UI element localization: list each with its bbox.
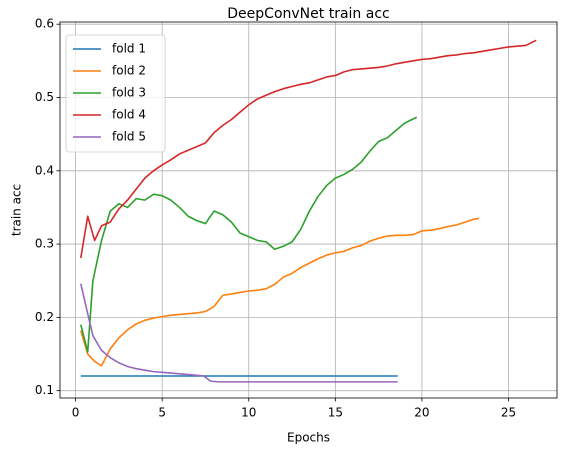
- legend-label-4: fold 4: [112, 108, 146, 122]
- y-tick-label: 0.1: [35, 383, 54, 397]
- series-line-5: [80, 283, 398, 383]
- legend-box: [65, 34, 166, 153]
- legend-label-3: fold 3: [112, 86, 146, 100]
- series-line-3: [80, 116, 418, 353]
- x-tick-label: 5: [158, 406, 166, 420]
- y-tick-label: 0.6: [35, 17, 54, 31]
- y-tick-label: 0.2: [35, 310, 54, 324]
- legend: fold 1 fold 2 fold 3 fold 4 fold 5: [65, 34, 166, 153]
- x-axis-label: Epochs: [287, 431, 330, 445]
- series-line-2: [80, 217, 480, 367]
- legend-label-5: fold 5: [112, 130, 146, 144]
- x-tick-label: 20: [414, 406, 429, 420]
- y-tick-label: 0.4: [35, 163, 54, 177]
- legend-label-2: fold 2: [112, 64, 146, 78]
- x-tick-label: 0: [72, 406, 80, 420]
- x-tick-label: 25: [501, 406, 516, 420]
- chart-title: DeepConvNet train acc: [227, 6, 389, 22]
- legend-label-1: fold 1: [112, 42, 146, 56]
- y-axis-label: train acc: [10, 184, 24, 236]
- series-lines: [79, 39, 537, 383]
- plot-frame: [59, 21, 558, 399]
- series-line-4: [79, 39, 537, 259]
- y-tick-label: 0.5: [35, 90, 54, 104]
- x-tick-label: 10: [241, 406, 256, 420]
- y-tick-label: 0.3: [35, 237, 54, 251]
- axis-ticks: 0 5 10 15 20 25 0.1 0.2 0.3 0.4 0.5 0.6: [35, 17, 516, 420]
- grid: [60, 22, 557, 398]
- x-tick-label: 15: [328, 406, 343, 420]
